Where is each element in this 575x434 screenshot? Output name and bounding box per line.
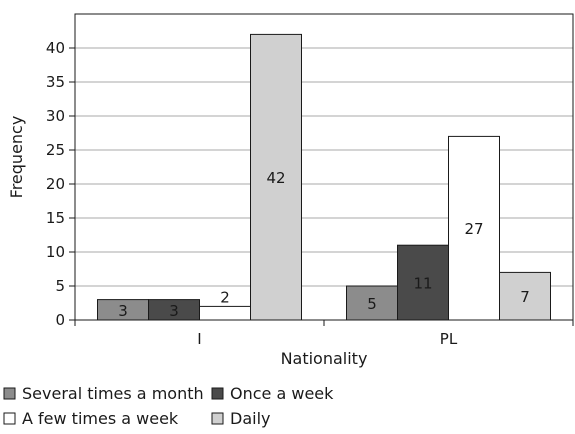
y-tick-label: 20	[46, 175, 65, 193]
data-label: 3	[169, 302, 179, 320]
y-tick-label: 15	[46, 209, 65, 227]
bar	[250, 33, 302, 321]
legend-label: A few times a week	[22, 409, 179, 428]
y-tick-label: 5	[55, 277, 65, 295]
bars: 3 3 2 42 5 11 27 7	[97, 33, 551, 321]
y-axis-ticks: 0 5 10 15 20 25 30 35 40	[46, 39, 75, 329]
y-tick-label: 35	[46, 73, 65, 91]
bar	[499, 271, 551, 321]
legend-swatch	[211, 387, 224, 400]
bar	[448, 135, 500, 321]
legend-swatch	[3, 412, 16, 425]
y-tick-label: 10	[46, 243, 65, 261]
x-tick-label: PL	[440, 330, 458, 348]
data-label: 3	[118, 302, 128, 320]
legend-swatch	[3, 387, 16, 400]
legend-label: Several times a month	[22, 384, 204, 403]
bar	[397, 244, 449, 321]
legend-swatch	[211, 412, 224, 425]
x-axis-title: Nationality	[281, 349, 368, 368]
y-tick-label: 25	[46, 141, 65, 159]
x-axis-ticks: I PL	[74, 320, 574, 348]
gridlines	[75, 47, 573, 287]
data-label: 7	[520, 288, 530, 306]
y-axis-title: Frequency	[7, 116, 26, 199]
legend-label: Daily	[230, 409, 270, 428]
data-label: 2	[220, 288, 230, 306]
data-label: 5	[367, 295, 377, 313]
data-label: 11	[413, 275, 432, 293]
bar	[199, 305, 251, 321]
data-label: 42	[266, 169, 285, 187]
legend: Several times a month Once a week A few ti…	[3, 384, 334, 428]
y-tick-label: 0	[55, 311, 65, 329]
y-tick-label: 30	[46, 107, 65, 125]
x-tick-label: I	[197, 330, 201, 348]
legend-label: Once a week	[230, 384, 334, 403]
data-label: 27	[464, 220, 483, 238]
y-tick-label: 40	[46, 39, 65, 57]
